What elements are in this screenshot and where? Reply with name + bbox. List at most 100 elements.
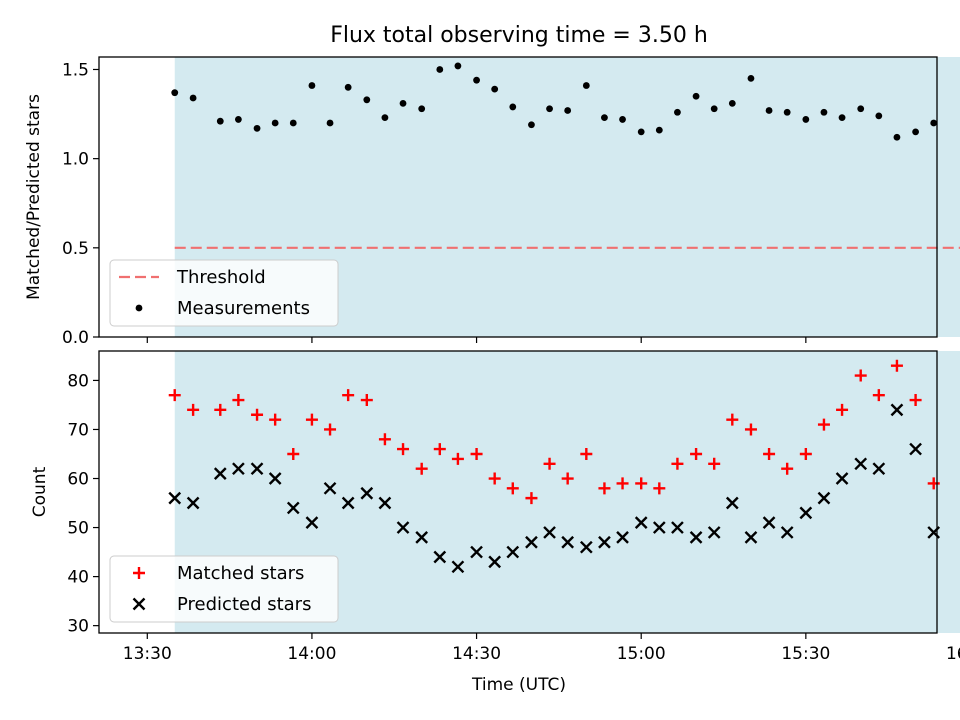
data-point: [187, 403, 200, 416]
y-tick-label: 30: [67, 617, 89, 637]
data-point: [232, 462, 245, 476]
data-point: [528, 121, 535, 129]
data-point: [363, 96, 371, 104]
data-point: [579, 540, 593, 554]
legend-marker: [133, 567, 145, 579]
data-point: [378, 496, 392, 510]
data-point: [326, 119, 334, 127]
data-point: [927, 477, 940, 490]
data-point: [232, 394, 245, 407]
data-point: [509, 103, 517, 111]
legend-label: Threshold: [176, 267, 266, 288]
data-point: [619, 116, 626, 123]
data-point: [872, 462, 886, 476]
data-point: [186, 496, 200, 510]
data-point: [287, 447, 300, 460]
data-point: [653, 482, 666, 495]
y-tick-label: 1.0: [62, 150, 89, 170]
y-tick-label: 60: [67, 470, 89, 490]
y-tick-label: 0.0: [62, 328, 89, 348]
data-point: [506, 545, 520, 559]
data-point: [360, 486, 374, 500]
data-point: [930, 119, 938, 127]
data-point: [836, 403, 849, 416]
data-point: [189, 94, 197, 102]
data-point: [909, 442, 922, 456]
data-point: [689, 531, 703, 544]
data-point: [342, 389, 355, 402]
data-point: [802, 116, 810, 123]
data-point: [433, 443, 446, 456]
data-point: [525, 535, 538, 549]
data-point: [506, 482, 519, 495]
data-point: [360, 394, 373, 407]
data-point: [854, 457, 868, 471]
data-point: [473, 76, 480, 84]
data-point: [744, 423, 757, 436]
series-measurements: [171, 62, 938, 141]
data-point: [399, 99, 407, 107]
data-point: [838, 114, 846, 122]
data-point: [305, 516, 319, 530]
data-point: [344, 83, 352, 91]
data-point: [671, 521, 684, 534]
top-axes: 0.0 0.5 1.0 1.5 Threshold Measurements: [62, 56, 960, 348]
legend: Matched stars Predicted stars: [109, 555, 339, 623]
data-point: [710, 105, 718, 113]
legend-label: Measurements: [177, 298, 310, 319]
data-point: [762, 516, 776, 530]
data-point: [546, 105, 553, 113]
legend-box: [109, 555, 339, 623]
data-point: [890, 359, 903, 372]
bottom-axes: 30 40 50 60 70 80 13:30 14:00 14:30 15:00 15:30 16:…: [67, 350, 960, 664]
data-point: [635, 477, 648, 490]
data-point: [168, 389, 181, 402]
x-axis-label: Time (UTC): [471, 675, 566, 695]
data-point: [341, 496, 355, 510]
data-point: [582, 82, 590, 89]
legend: Threshold Measurements: [109, 259, 339, 327]
y-tick-label: 40: [67, 568, 89, 588]
data-point: [415, 462, 428, 475]
data-point: [216, 117, 224, 125]
data-point: [397, 443, 410, 456]
data-point: [168, 491, 182, 505]
data-point: [780, 526, 794, 539]
data-point: [378, 433, 391, 446]
data-point: [598, 535, 611, 549]
axes-frame: [98, 56, 938, 338]
series-matched-stars: [168, 359, 940, 505]
data-point: [250, 462, 264, 476]
data-point: [564, 107, 572, 114]
data-point: [616, 531, 629, 544]
data-point: [269, 413, 282, 426]
data-point: [213, 467, 227, 480]
data-point: [854, 369, 867, 382]
data-point: [454, 62, 462, 70]
data-point: [692, 92, 700, 100]
data-point: [744, 531, 758, 544]
data-point: [799, 506, 813, 520]
legend-box: [109, 259, 339, 327]
series-predicted-stars: [168, 403, 941, 574]
data-point: [488, 472, 501, 485]
legend-marker: [135, 304, 143, 312]
data-point: [909, 394, 922, 407]
data-point: [616, 477, 629, 490]
chart-title: Flux total observing time = 3.50 h: [330, 23, 708, 48]
y-tick-label: 70: [67, 420, 89, 440]
data-point: [324, 423, 337, 436]
data-point: [875, 112, 883, 120]
data-point: [598, 482, 611, 495]
data-point: [289, 119, 297, 127]
data-point: [912, 128, 919, 136]
axes-frame: [98, 350, 938, 634]
data-point: [765, 107, 773, 114]
data-point: [601, 114, 608, 122]
data-point: [872, 389, 885, 402]
data-point: [634, 516, 648, 530]
data-point: [781, 462, 794, 475]
data-point: [451, 452, 464, 465]
data-point: [747, 75, 755, 82]
